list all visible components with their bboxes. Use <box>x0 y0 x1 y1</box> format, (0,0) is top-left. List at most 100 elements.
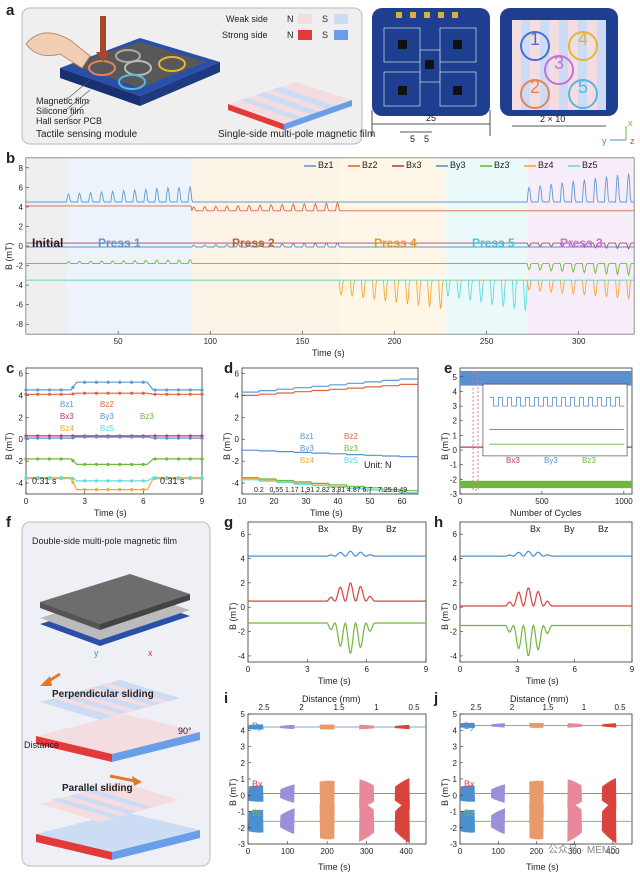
c-point-Bz5 <box>176 475 181 480</box>
c-point-Bz3 <box>36 457 40 461</box>
b-ytick-label: 8 <box>19 164 24 173</box>
c-point-Bz3 <box>165 457 169 461</box>
i-label-Bz: Bz <box>252 808 263 819</box>
b-xtick-label: 100 <box>204 337 218 346</box>
c-point-By3 <box>47 436 52 440</box>
c-point-Bz4 <box>118 488 122 492</box>
b-legend-label: Bz4 <box>538 160 554 170</box>
g-xtick-label: 6 <box>364 665 369 674</box>
d-force-value: 8.49 <box>393 487 408 494</box>
j-burst-Bx <box>529 780 544 807</box>
i-burst-Bx <box>279 784 295 803</box>
j-xtick-label: 100 <box>492 847 506 856</box>
i-xtick-label: 100 <box>281 847 295 856</box>
c-point-Bz2 <box>59 392 63 396</box>
d-ytick-label: 2 <box>235 413 240 422</box>
panel-b-ylabel: B (mT) <box>4 242 14 271</box>
j-ytick-label: 3 <box>453 743 458 752</box>
f-angle: 90° <box>178 726 192 736</box>
j-top-tick: 2 <box>510 703 515 712</box>
c-point-Bz1 <box>130 380 134 384</box>
c-point-Bz5 <box>165 475 169 480</box>
c-point-Bz5 <box>24 475 28 480</box>
c-point-Bz5 <box>106 479 110 483</box>
panel-letter-b: b <box>6 150 16 167</box>
chip-num-4: 4 <box>578 29 589 49</box>
film-layout <box>500 8 618 116</box>
f-title-par: Parallel sliding <box>62 783 133 794</box>
f-title-perp: Perpendicular sliding <box>52 689 154 700</box>
c-legend-label: Bz1 <box>60 400 74 409</box>
watermark: 公众号 · MEMS <box>548 845 617 856</box>
panel-c-xlabel: Time (s) <box>94 508 127 518</box>
e-band-Bz3 <box>460 480 632 489</box>
b-xtick-label: 200 <box>388 337 402 346</box>
d-force-value: 0.2 <box>254 487 264 494</box>
c-point-Bx3 <box>153 434 157 438</box>
panel-i-ylabel: B (mT) <box>228 778 238 807</box>
i-top-tick: 1.5 <box>333 703 345 712</box>
c-point-Bx3 <box>165 434 169 438</box>
panel-j-ylabel: B (mT) <box>440 778 450 807</box>
c-point-Bz2 <box>47 392 52 396</box>
c-point-Bz2 <box>106 391 110 395</box>
panel-i-xlabel: Time (s) <box>318 862 351 872</box>
i-burst-Bx <box>319 780 335 807</box>
c-point-Bz2 <box>83 391 87 395</box>
c-point-Bz2 <box>118 391 122 395</box>
parallel-sliding-films <box>36 774 200 860</box>
j-burst-Bx <box>567 779 582 809</box>
b-ytick-label: -4 <box>16 281 24 290</box>
phase-initial: Initial <box>32 236 64 250</box>
chip-num-2: 2 <box>530 77 541 97</box>
caption-tactile-module: Tactile sensing module <box>36 129 138 140</box>
c-point-Bz5 <box>36 475 40 480</box>
c-point-Bz1 <box>165 388 169 392</box>
multi-pole-film <box>228 82 352 130</box>
c-point-Bz3 <box>153 457 157 461</box>
e-xtick-label: 0 <box>458 497 463 506</box>
d-xtick-label: 10 <box>238 497 247 506</box>
phase-band <box>339 158 447 334</box>
panel-e-xlabel: Number of Cycles <box>510 508 582 518</box>
panel-d-xlabel: Time (s) <box>310 508 343 518</box>
panel-c-ylabel: B (mT) <box>4 432 14 461</box>
b-legend-label: Bx3 <box>406 160 422 170</box>
c-point-Bz2 <box>153 392 157 396</box>
e-ytick-label: 0 <box>453 446 458 455</box>
pole-s-weak: S <box>322 14 329 24</box>
dim-25: 25 <box>426 113 437 123</box>
i-xtick-label: 400 <box>400 847 414 856</box>
i-label-Bx: Bx <box>252 779 263 789</box>
h-ytick-label: 0 <box>453 603 458 612</box>
c-point-Bz5 <box>141 479 145 483</box>
j-xtick-label: 300 <box>568 847 582 856</box>
series-Bz1 <box>26 173 634 203</box>
panel-letter-d: d <box>224 360 234 377</box>
axis-y-a: y <box>602 136 607 146</box>
e-ytick-label: 2 <box>453 417 458 426</box>
i-ytick-label: 1 <box>241 775 246 784</box>
j-xtick-label: 200 <box>530 847 544 856</box>
j-burst-Bz <box>460 809 475 833</box>
c-point-Bz1 <box>118 380 122 384</box>
d-legend-label: Bz3 <box>344 444 358 453</box>
j-burst-Bx <box>490 784 506 803</box>
c-point-Bz3 <box>24 457 28 461</box>
h-xtick-label: 6 <box>572 665 577 674</box>
dim-2x10: 2 × 10 <box>540 114 566 124</box>
c-point-Bz1 <box>141 380 145 384</box>
legend-weak-label: Weak side <box>226 14 268 24</box>
e-ytick-label: 1 <box>453 431 458 440</box>
i-ytick-label: 2 <box>241 759 246 768</box>
c-point-Bz2 <box>71 392 75 396</box>
axis-z-a: z <box>630 136 635 146</box>
label-hall-pcb: Hall sensor PCB <box>36 116 103 126</box>
i-burst-By <box>394 724 410 730</box>
panel-e-axes <box>459 367 633 495</box>
j-top-tick: 2.5 <box>470 703 482 712</box>
perpendicular-sliding-films <box>36 672 200 762</box>
c-series-Bz2 <box>26 392 202 395</box>
c-xtick-label: 9 <box>200 497 205 506</box>
e-ytick-label: 4 <box>453 387 458 396</box>
